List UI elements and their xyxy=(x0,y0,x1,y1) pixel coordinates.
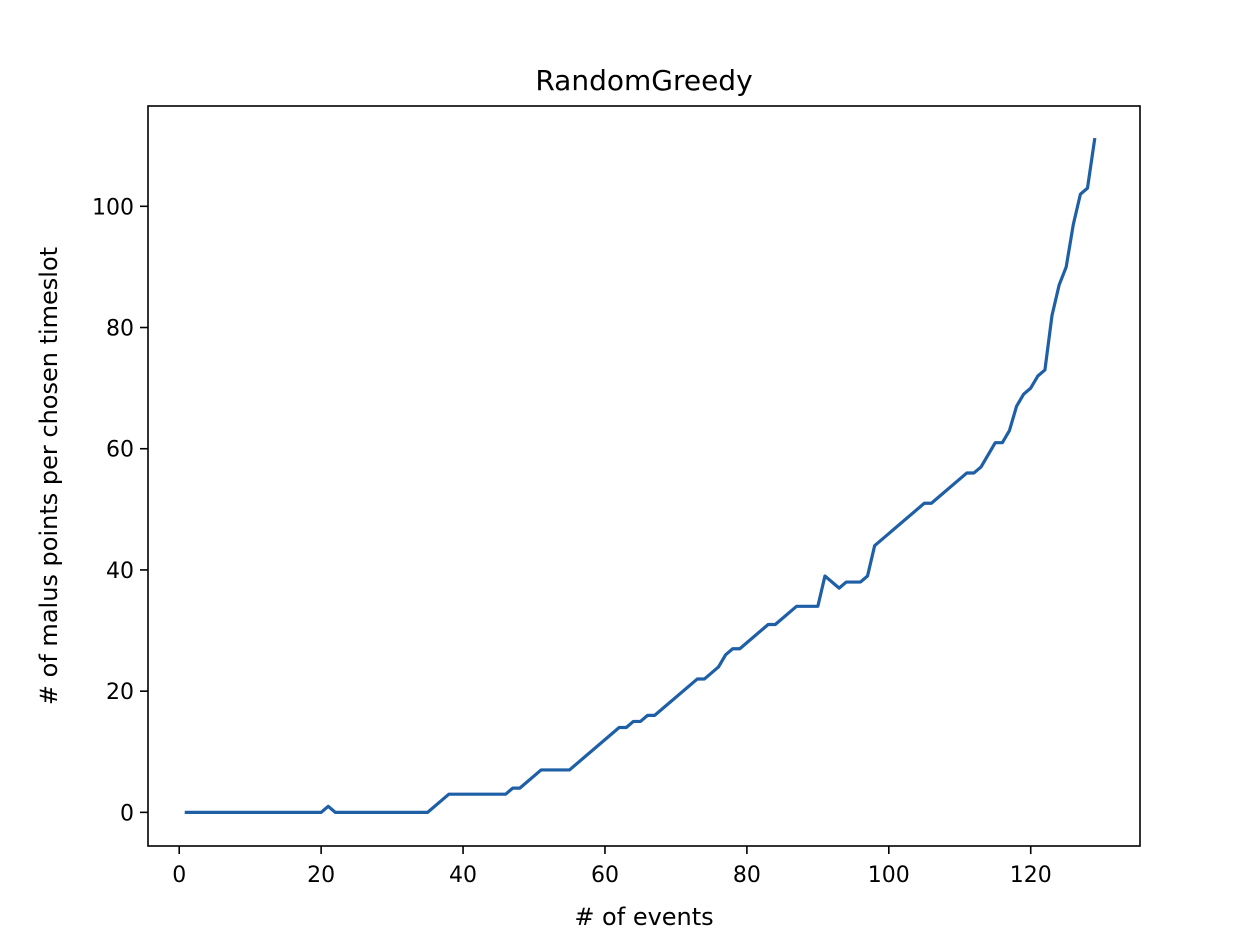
y-tick-label: 80 xyxy=(106,317,134,342)
y-tick-label: 20 xyxy=(106,680,134,705)
x-tick-label: 80 xyxy=(733,863,761,888)
plot-area xyxy=(184,137,1097,814)
y-tick-label: 0 xyxy=(120,801,134,826)
y-tick-label: 60 xyxy=(106,438,134,463)
chart-title: RandomGreedy xyxy=(535,64,752,97)
y-tick-label: 100 xyxy=(92,195,134,220)
x-tick-label: 40 xyxy=(449,863,477,888)
x-tick-label: 20 xyxy=(307,863,335,888)
x-tick-label: 100 xyxy=(868,863,910,888)
plot-frame xyxy=(147,105,1141,847)
x-tick-label: 0 xyxy=(172,863,186,888)
x-tick-label: 60 xyxy=(591,863,619,888)
series-line xyxy=(184,137,1097,814)
x-tick-label: 120 xyxy=(1010,863,1052,888)
y-axis-label: # of malus points per chosen timeslot xyxy=(35,247,63,705)
x-axis-label: # of events xyxy=(574,903,713,931)
y-axis: 0 20 40 60 80 100 xyxy=(92,195,148,826)
x-axis: 0 20 40 60 80 100 120 xyxy=(172,846,1052,888)
y-tick-label: 40 xyxy=(106,559,134,584)
